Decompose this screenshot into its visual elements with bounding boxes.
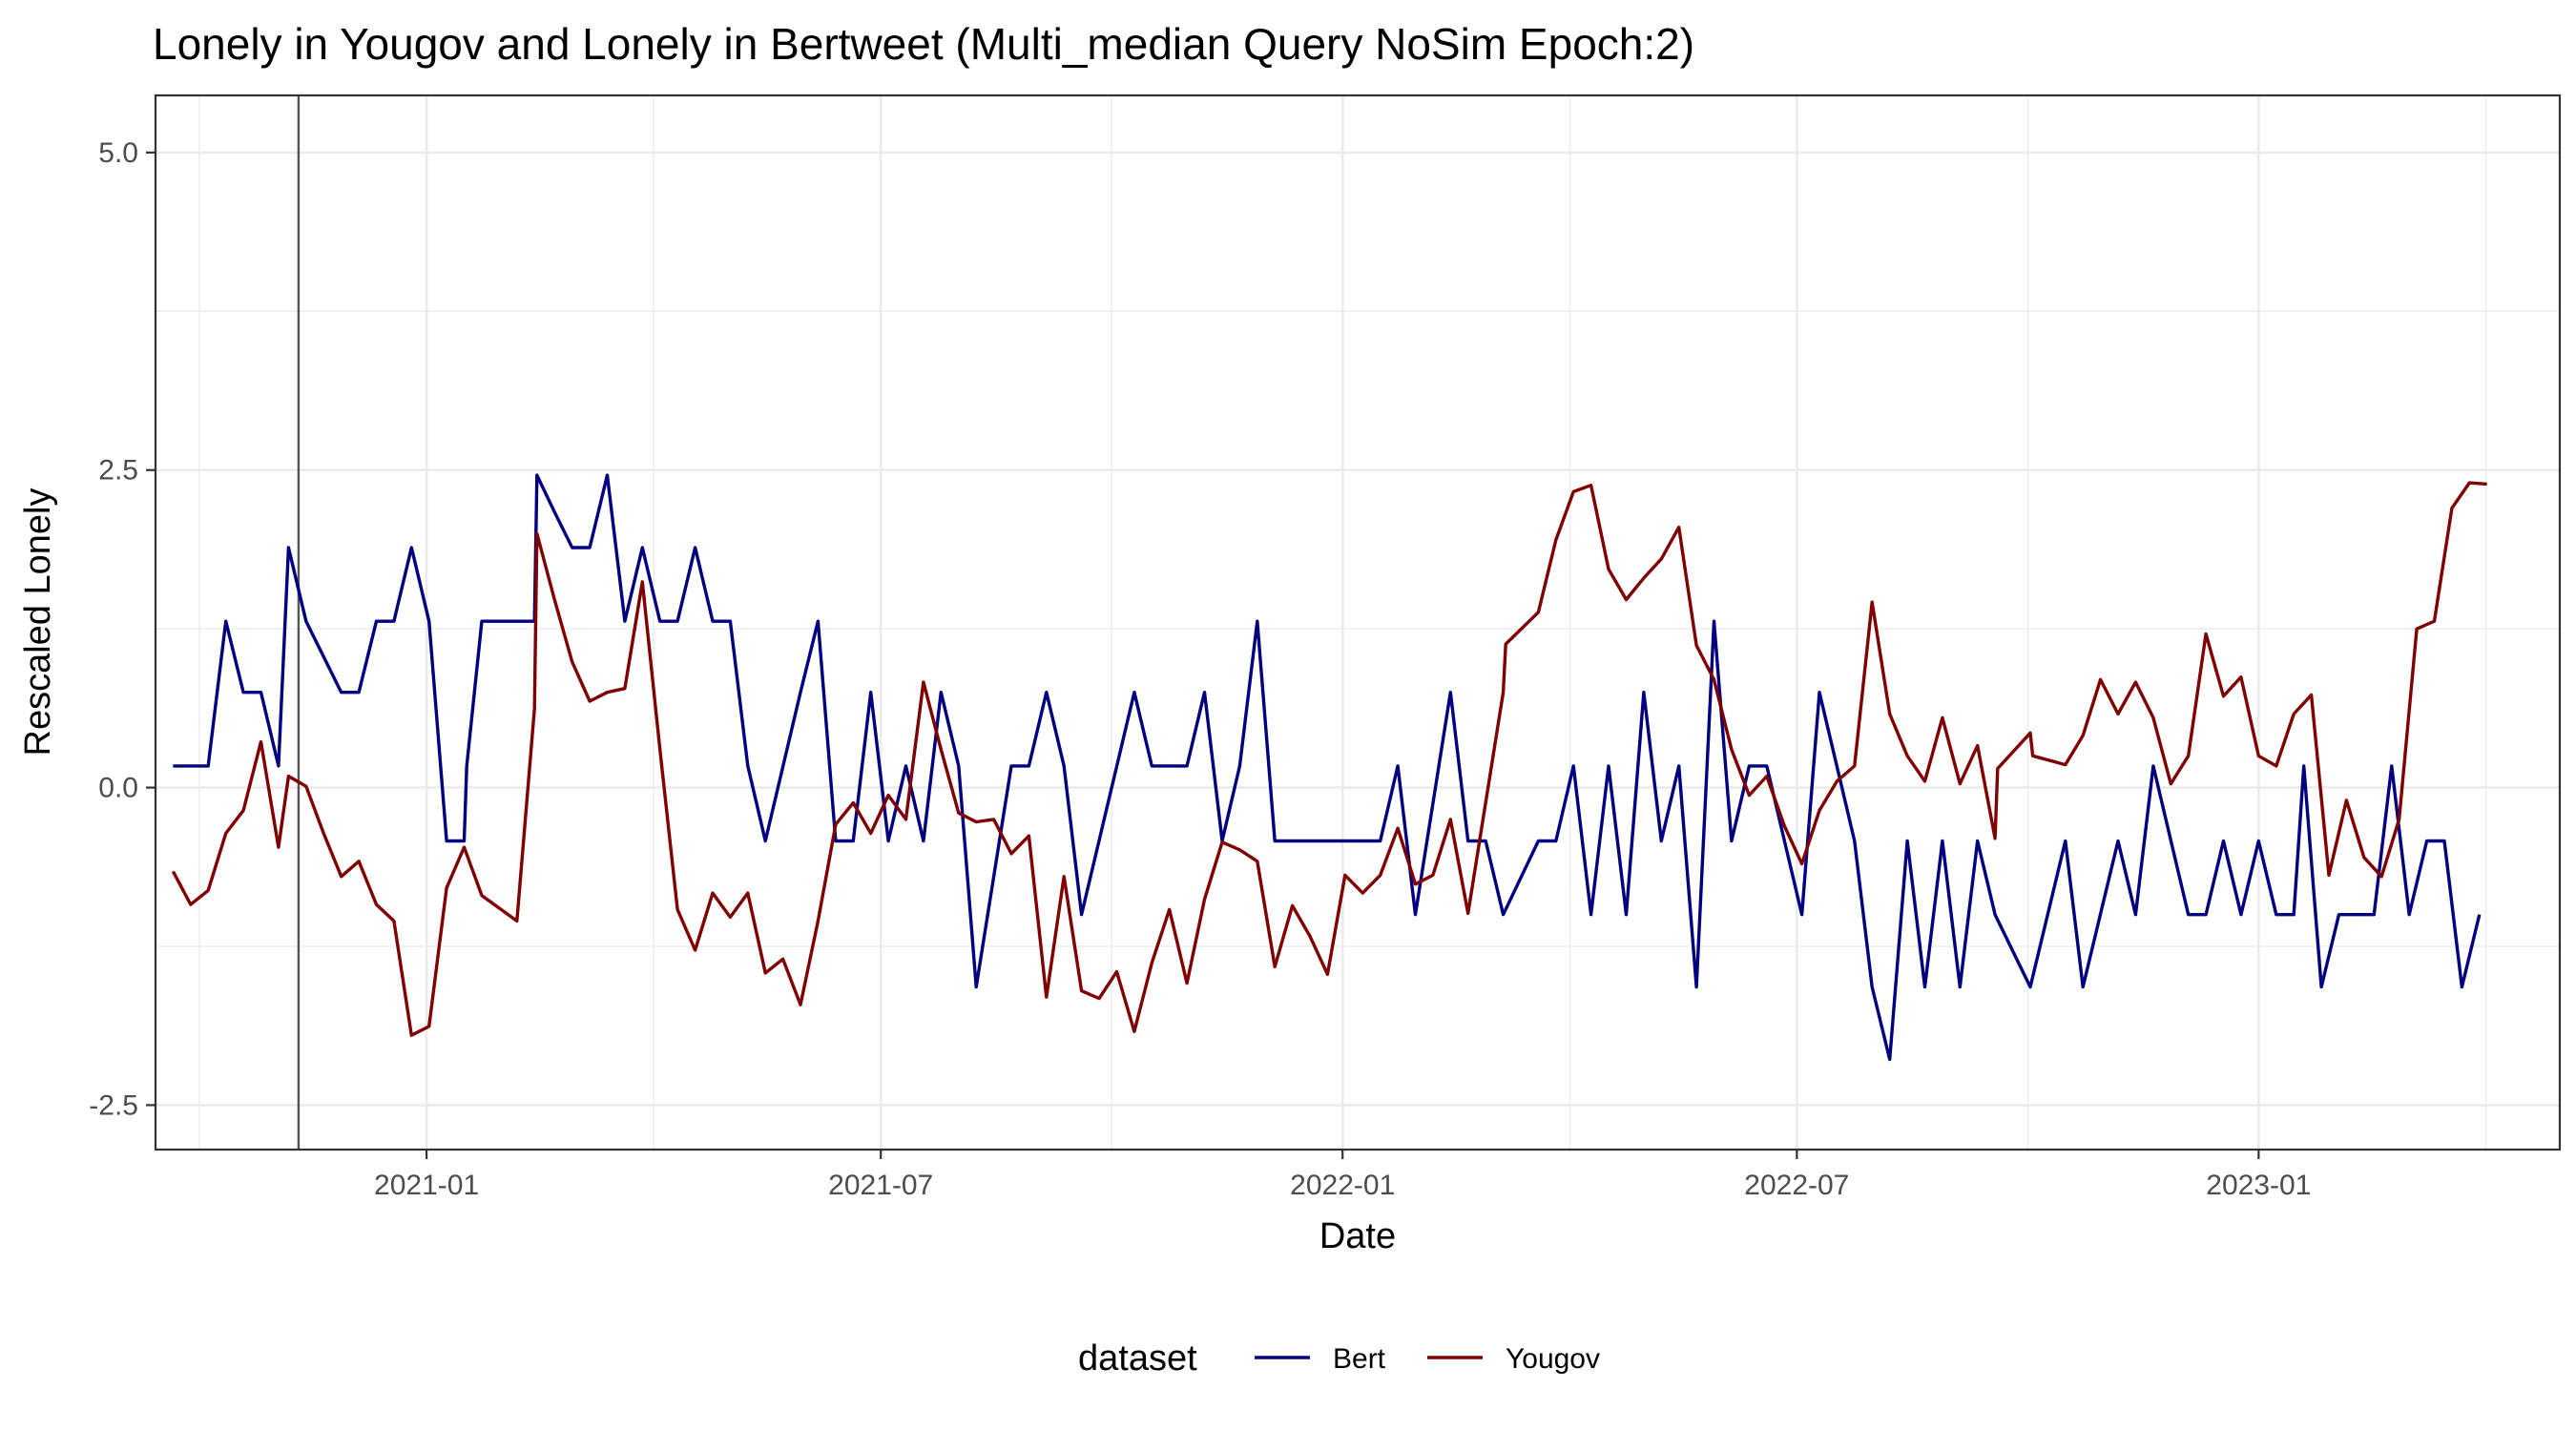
x-tick-label: 2021-01: [374, 1170, 479, 1201]
legend-label-yougov: Yougov: [1506, 1343, 1600, 1375]
x-tick-label: 2023-01: [2206, 1170, 2311, 1201]
chart-title: Lonely in Yougov and Lonely in Bertweet …: [153, 19, 1694, 69]
legend-title: dataset: [1078, 1338, 1197, 1379]
y-axis-title: Rescaled Lonely: [18, 488, 58, 757]
series-line-yougov: [171, 481, 2487, 1037]
y-tick-label: 0.0: [98, 773, 138, 804]
x-tick-label: 2022-01: [1290, 1170, 1395, 1201]
plot-panel-border: [154, 93, 2562, 1151]
major-gridlines-x: [425, 95, 2260, 1150]
y-tick-label: 5.0: [98, 137, 138, 169]
x-axis-title: Date: [1319, 1216, 1396, 1256]
y-axis-ticks: -2.5 0.0 2.5 5.0: [89, 137, 156, 1121]
legend-label-bert: Bert: [1333, 1343, 1386, 1375]
x-tick-label: 2021-07: [828, 1170, 933, 1201]
y-tick-label: 2.5: [98, 455, 138, 487]
minor-gridlines-x: [198, 95, 2487, 1150]
y-tick-label: -2.5: [89, 1089, 138, 1121]
series-line-bert: [173, 473, 2482, 1062]
x-axis-ticks: 2021-01 2021-07 2022-01 2022-07 2023-01: [374, 1150, 2311, 1201]
minor-gridlines-y: [156, 310, 2560, 947]
legend: dataset Bert Yougov: [1078, 1338, 1600, 1379]
series-layer: [171, 473, 2487, 1062]
x-tick-label: 2022-07: [1744, 1170, 1849, 1201]
plot-background: [156, 95, 2560, 1150]
